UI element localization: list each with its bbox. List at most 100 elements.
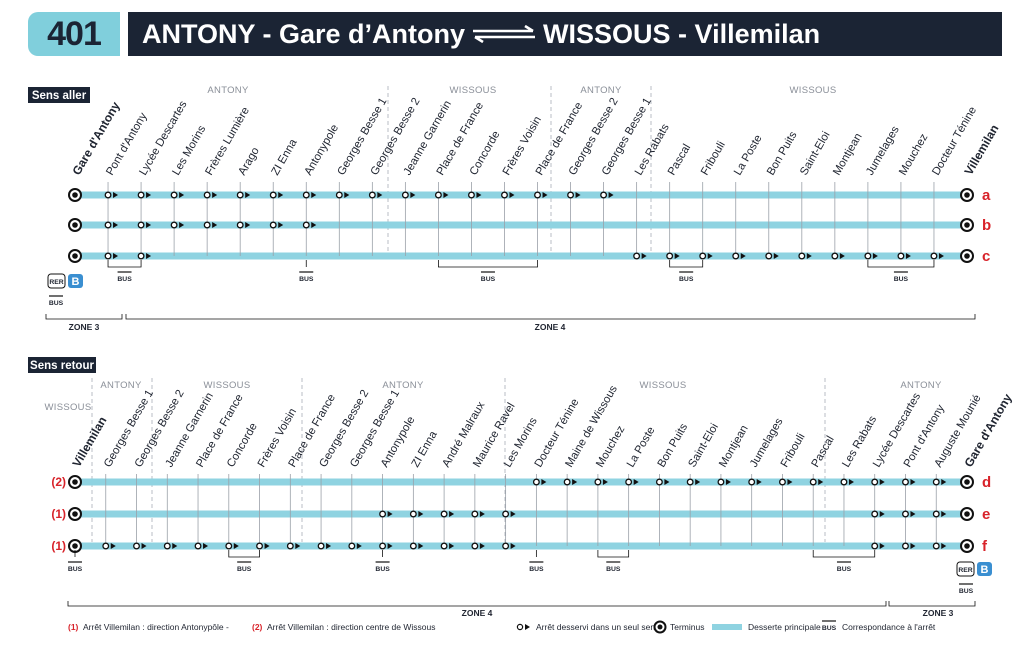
stop-marker xyxy=(840,478,848,486)
zone-label: ZONE 3 xyxy=(69,322,100,332)
rer-icon: RER xyxy=(958,567,972,574)
one-way-arrow-icon xyxy=(756,479,762,485)
one-way-arrow-icon xyxy=(344,192,350,198)
stop-marker xyxy=(434,191,442,199)
bus-icon: BUS xyxy=(959,588,974,595)
stop-marker xyxy=(902,478,909,486)
stop-marker xyxy=(236,191,244,199)
stop-marker xyxy=(286,542,294,550)
stop-marker xyxy=(170,191,178,199)
terminus-dot xyxy=(964,511,970,517)
stop-label: Antonypole xyxy=(302,123,341,178)
route-title: ANTONY - Gare d’Antony WISSOUS - Villemi… xyxy=(128,12,1002,56)
stop-marker xyxy=(864,252,872,260)
stop-marker xyxy=(809,478,817,486)
transfer-bracket xyxy=(438,260,538,268)
one-way-arrow-icon xyxy=(695,479,701,485)
main-route-line xyxy=(75,191,967,199)
sens-aller-section: Sens aller ANTONY WISSOUS ANTONY WISSOUSGare… xyxy=(28,85,1002,332)
stop-marker xyxy=(170,221,178,229)
stop-marker xyxy=(686,478,694,486)
town-name: ANTONY xyxy=(207,85,249,96)
town-name: WISSOUS xyxy=(45,402,92,413)
stop-marker xyxy=(501,191,508,199)
sens-retour-section: Sens retour WISSOUS ANTONY WISSOUS ANTONY WIS… xyxy=(28,357,1015,618)
one-way-arrow-icon xyxy=(410,192,416,198)
one-way-arrow-icon xyxy=(525,624,530,630)
line-number: 401 xyxy=(47,14,102,53)
stop-marker xyxy=(633,252,641,260)
one-way-arrow-icon xyxy=(608,192,614,198)
one-way-arrow-icon xyxy=(387,511,393,517)
stop-label: Montjean xyxy=(831,131,865,177)
stop-marker xyxy=(203,221,211,229)
stop-label: Arago xyxy=(236,145,261,177)
stop-label: Pascal xyxy=(809,434,836,469)
sens-aller-tag xyxy=(28,87,90,103)
legend-note2-text: Arrêt Villemilan : direction centre de W… xyxy=(267,622,436,632)
bus-icon: BUS xyxy=(49,300,64,307)
one-way-arrow-icon xyxy=(203,543,209,549)
stop-label: Jumelages xyxy=(864,124,902,178)
stop-marker xyxy=(104,221,112,229)
rer-icon-box xyxy=(956,561,975,577)
rer-icon: RER xyxy=(49,279,63,286)
one-way-arrow-icon xyxy=(879,511,885,517)
terminus-dot xyxy=(657,624,663,630)
stop-marker xyxy=(104,252,112,260)
one-way-arrow-icon xyxy=(633,479,639,485)
stop-marker xyxy=(194,542,202,550)
stop-label: Concorde xyxy=(225,421,260,469)
one-way-arrow-icon xyxy=(941,543,947,549)
stop-marker xyxy=(748,478,756,486)
stop-label: Mouchez xyxy=(897,131,930,177)
transfer-bracket xyxy=(107,260,142,268)
stop-label: ZI Enna xyxy=(269,137,300,178)
terminus-dot xyxy=(964,543,970,549)
rer-icon-box xyxy=(47,273,66,289)
one-way-arrow-icon xyxy=(839,253,845,259)
stop-marker xyxy=(532,478,540,486)
one-way-arrow-icon xyxy=(910,511,916,517)
stop-marker xyxy=(225,542,233,550)
stop-label: Fribouli xyxy=(699,139,728,177)
stop-marker xyxy=(269,221,277,229)
bus-icon: BUS xyxy=(481,276,496,283)
stop-marker xyxy=(471,510,479,518)
stop-marker xyxy=(440,542,448,550)
stop-marker xyxy=(467,191,475,199)
one-way-arrow-icon xyxy=(141,543,147,549)
stop-marker xyxy=(932,510,940,518)
legend-line-swatch xyxy=(712,624,742,630)
one-way-arrow-icon xyxy=(572,479,578,485)
stop-label: Pascal xyxy=(666,142,693,177)
one-way-arrow-icon xyxy=(278,222,284,228)
town-name: ANTONY xyxy=(382,380,424,391)
one-way-arrow-icon xyxy=(910,479,916,485)
town-name: WISSOUS xyxy=(204,380,251,391)
stop-marker xyxy=(133,542,140,550)
legend-note1-text: Arrêt Villemilan : direction Antonypôle … xyxy=(83,622,229,632)
sens-aller-label: Sens aller xyxy=(32,90,87,102)
legend-terminus: Terminus xyxy=(670,622,704,632)
stop-label: ZI Enna xyxy=(410,429,441,470)
one-way-arrow-icon xyxy=(356,543,362,549)
one-way-arrow-icon xyxy=(740,253,746,259)
one-way-arrow-icon xyxy=(602,479,608,485)
stop-marker xyxy=(348,542,356,550)
stop-marker xyxy=(831,252,839,260)
one-way-arrow-icon xyxy=(113,192,119,198)
rer-b-icon: B xyxy=(72,276,80,288)
terminus-dot xyxy=(964,222,970,228)
zone-bracket xyxy=(45,314,123,320)
stop-marker xyxy=(440,510,448,518)
stop-marker xyxy=(534,191,541,199)
one-way-arrow-icon xyxy=(311,222,317,228)
line-diagram: Sens aller ANTONY WISSOUS ANTONY WISSOUSGare… xyxy=(28,85,1015,634)
stop-label: Saint-Eloi xyxy=(686,422,721,470)
stop-marker xyxy=(104,191,112,199)
terminus-dot xyxy=(964,192,970,198)
transfer-bracket xyxy=(669,260,704,268)
stop-marker xyxy=(778,478,786,486)
one-way-arrow-icon xyxy=(146,222,152,228)
